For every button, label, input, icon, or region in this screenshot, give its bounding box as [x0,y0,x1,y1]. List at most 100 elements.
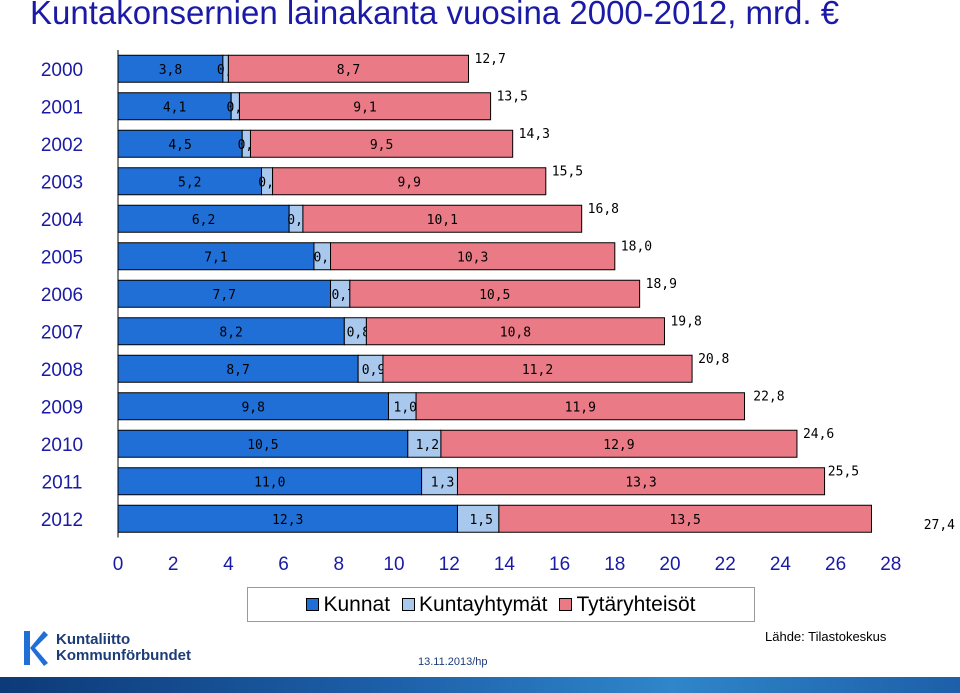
year-label-2000: 2000 [41,60,83,81]
bar-kunnat-2004 [117,204,290,233]
bar-tytaryhteisot-2008 [382,354,693,383]
total-label-2007: 19,8 [670,314,701,329]
data-label-tytaryhteisot-2004: 10,1 [427,213,458,228]
x-tick-label-18: 18 [604,554,625,575]
data-label-tytaryhteisot-2012: 13,5 [670,513,701,528]
bar-tytaryhteisot-2000 [227,54,470,83]
total-label-2011: 25,5 [828,464,859,479]
data-label-tytaryhteisot-2010: 12,9 [603,438,634,453]
bar-chart: 20003,80,28,712,720014,10,39,113,520024,… [41,50,955,575]
x-tick-label-10: 10 [383,554,404,575]
data-label-tytaryhteisot-2003: 9,9 [397,175,420,190]
data-label-kunnat-2005: 7,1 [204,250,227,265]
data-label-kunnat-2000: 3,8 [159,63,182,78]
bar-tytaryhteisot-2012 [498,504,872,533]
legend-label-tytaryhteisot: Tytäryhteisöt [576,592,696,616]
data-label-kuntayhtymat-2006: 0,7 [331,288,354,303]
x-tick-label-28: 28 [880,554,901,575]
legend-label-kuntayhtymat: Kuntayhtymät [419,592,548,616]
year-label-2005: 2005 [41,247,83,268]
logo: Kuntaliitto Kommunförbundet [22,629,191,667]
data-label-kuntayhtymat-2009: 1,0 [394,400,417,415]
data-label-kunnat-2010: 10,5 [247,438,278,453]
legend-item-tytaryhteisot: Tytäryhteisöt [559,592,696,617]
x-tick-label-14: 14 [494,554,516,575]
x-tick-label-12: 12 [439,554,460,575]
date-note: 13.11.2013/hp [418,656,488,668]
total-label-2006: 18,9 [646,277,677,292]
bar-tytaryhteisot-2004 [302,204,583,233]
bar-tytaryhteisot-2009 [415,392,746,421]
bar-kunnat-2010 [117,429,409,458]
bar-kunnat-2009 [117,392,389,421]
total-label-2012: 27,4 [924,518,955,533]
bar-kunnat-2001 [117,92,232,121]
bar-tytaryhteisot-2007 [365,317,665,346]
year-label-2003: 2003 [41,172,83,193]
bar-kunnat-2006 [117,279,332,308]
bar-tytaryhteisot-2005 [330,242,616,271]
total-label-2008: 20,8 [698,352,729,367]
data-label-kuntayhtymat-2012: 1,5 [469,513,492,528]
data-label-kunnat-2004: 6,2 [192,213,215,228]
data-label-kunnat-2006: 7,7 [213,288,236,303]
data-label-kuntayhtymat-2008: 0,9 [362,363,385,378]
data-label-tytaryhteisot-2009: 11,9 [565,400,596,415]
footer-bar [0,677,960,693]
total-label-2010: 24,6 [803,427,834,442]
chart-legend: Kunnat Kuntayhtymät Tytäryhteisöt [247,587,755,622]
bar-kuntayhtymat-2009 [387,392,417,421]
year-label-2007: 2007 [41,322,83,343]
data-label-tytaryhteisot-2000: 8,7 [337,63,360,78]
year-label-2004: 2004 [41,210,84,231]
data-label-kunnat-2009: 9,8 [241,400,264,415]
year-label-2002: 2002 [41,135,83,156]
data-label-tytaryhteisot-2007: 10,8 [500,325,531,340]
x-tick-label-4: 4 [223,554,234,575]
x-tick-label-22: 22 [715,554,736,575]
logo-line2: Kommunförbundet [56,647,191,664]
total-label-2002: 14,3 [519,127,550,142]
total-label-2004: 16,8 [588,202,619,217]
bar-tytaryhteisot-2011 [456,467,826,496]
year-label-2012: 2012 [41,510,83,531]
data-label-tytaryhteisot-2001: 9,1 [353,100,376,115]
total-label-2001: 13,5 [497,89,528,104]
bar-kunnat-2003 [117,167,263,196]
year-label-2010: 2010 [41,435,83,456]
year-label-2008: 2008 [41,360,83,381]
logo-line1: Kuntaliitto [56,631,131,648]
bar-tytaryhteisot-2003 [272,167,547,196]
x-tick-label-6: 6 [278,554,289,575]
x-tick-label-0: 0 [113,554,124,575]
bar-kunnat-2000 [117,54,224,83]
data-label-kunnat-2002: 4,5 [168,138,191,153]
data-label-tytaryhteisot-2005: 10,3 [457,250,488,265]
data-label-kunnat-2008: 8,7 [226,363,249,378]
legend-item-kuntayhtymat: Kuntayhtymät [402,593,547,617]
data-label-kuntayhtymat-2010: 1,2 [416,438,439,453]
total-label-2009: 22,8 [753,389,784,404]
bar-kunnat-2012 [117,504,458,533]
bar-kunnat-2002 [117,129,243,158]
data-label-tytaryhteisot-2002: 9,5 [370,138,393,153]
x-tick-label-20: 20 [659,554,680,575]
legend-swatch-kuntayhtymat [402,598,416,611]
legend-label-kunnat: Kunnat [323,592,391,616]
bar-kuntayhtymat-2011 [421,467,458,496]
bar-tytaryhteisot-2002 [249,129,514,158]
data-label-kunnat-2001: 4,1 [163,100,186,115]
legend-swatch-tytaryhteisot [559,598,573,611]
data-label-tytaryhteisot-2008: 11,2 [522,363,553,378]
bar-kuntayhtymat-2008 [357,354,384,383]
legend-item-kunnat: Kunnat [306,593,390,617]
total-label-2005: 18,0 [621,239,652,254]
total-label-2003: 15,5 [552,164,583,179]
year-label-2011: 2011 [42,472,83,493]
data-label-tytaryhteisot-2006: 10,5 [479,288,510,303]
bar-tytaryhteisot-2006 [349,279,641,308]
year-label-2006: 2006 [41,285,83,306]
data-label-tytaryhteisot-2011: 13,3 [625,475,656,490]
x-tick-label-26: 26 [825,554,846,575]
bar-tytaryhteisot-2010 [440,429,798,458]
